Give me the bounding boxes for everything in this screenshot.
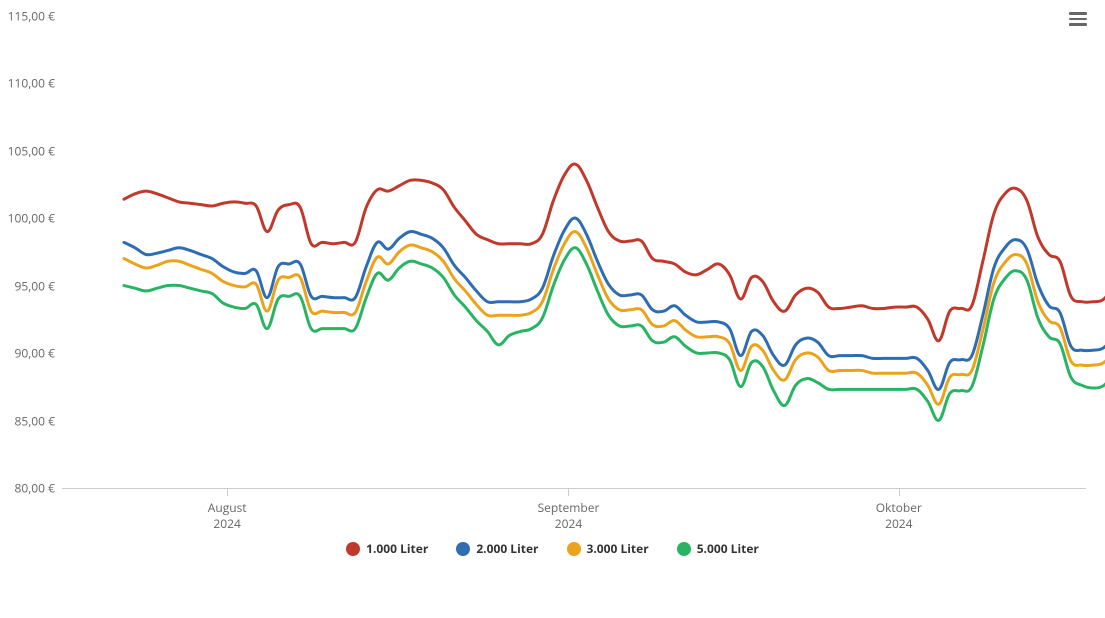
price-chart: 80,00 € 85,00 € 90,00 € 95,00 € 100,00 € 105,… — [0, 0, 1105, 602]
y-axis-label: 100,00 € — [8, 210, 55, 227]
legend-swatch — [456, 542, 470, 556]
legend-item-s5000[interactable]: 5.000 Liter — [677, 540, 759, 557]
y-axis-label: 95,00 € — [14, 277, 55, 294]
legend-swatch — [346, 542, 360, 556]
legend-swatch — [567, 542, 581, 556]
y-axis-label: 80,00 € — [14, 480, 55, 497]
chart-lines — [62, 16, 1105, 618]
legend-item-s1000[interactable]: 1.000 Liter — [346, 540, 428, 557]
y-axis-label: 115,00 € — [8, 8, 55, 25]
y-axis-label: 90,00 € — [14, 345, 55, 362]
legend-label: 1.000 Liter — [366, 540, 428, 557]
plot-area — [62, 16, 1086, 488]
series-s2000 — [124, 167, 1105, 390]
y-axis-label: 110,00 € — [8, 75, 55, 92]
legend-item-s3000[interactable]: 3.000 Liter — [567, 540, 649, 557]
y-axis-label: 85,00 € — [14, 412, 55, 429]
series-s5000 — [124, 201, 1105, 421]
legend-label: 3.000 Liter — [587, 540, 649, 557]
legend-label: 2.000 Liter — [476, 540, 538, 557]
legend-item-s2000[interactable]: 2.000 Liter — [456, 540, 538, 557]
chart-legend: 1.000 Liter 2.000 Liter 3.000 Liter 5.000 L… — [0, 540, 1105, 560]
legend-swatch — [677, 542, 691, 556]
y-axis-label: 105,00 € — [8, 142, 55, 159]
legend-label: 5.000 Liter — [697, 540, 759, 557]
